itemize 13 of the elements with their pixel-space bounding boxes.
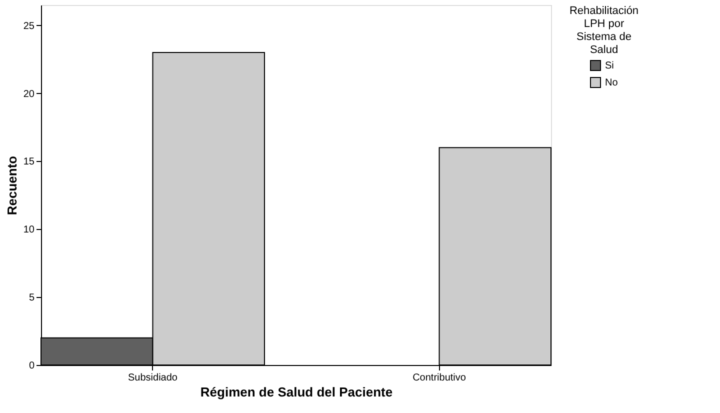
x-axis-title: Régimen de Salud del Paciente xyxy=(200,384,393,400)
legend-label: Si xyxy=(605,60,614,72)
x-tick-label: Subsidiado xyxy=(128,372,178,384)
y-tick-label: 0 xyxy=(28,360,35,372)
legend-title: Rehabilitación LPH por Sistema de Salud xyxy=(569,5,639,56)
y-axis-title: Recuento xyxy=(4,156,20,216)
y-tick-label: 20 xyxy=(23,88,35,100)
x-tick-label: Contributivo xyxy=(412,372,466,384)
y-tick-label: 25 xyxy=(23,20,35,32)
legend-label: No xyxy=(605,78,618,88)
y-tick-label: 5 xyxy=(28,292,35,304)
y-tick-label: 15 xyxy=(23,156,35,168)
y-tick-label: 10 xyxy=(23,224,35,236)
